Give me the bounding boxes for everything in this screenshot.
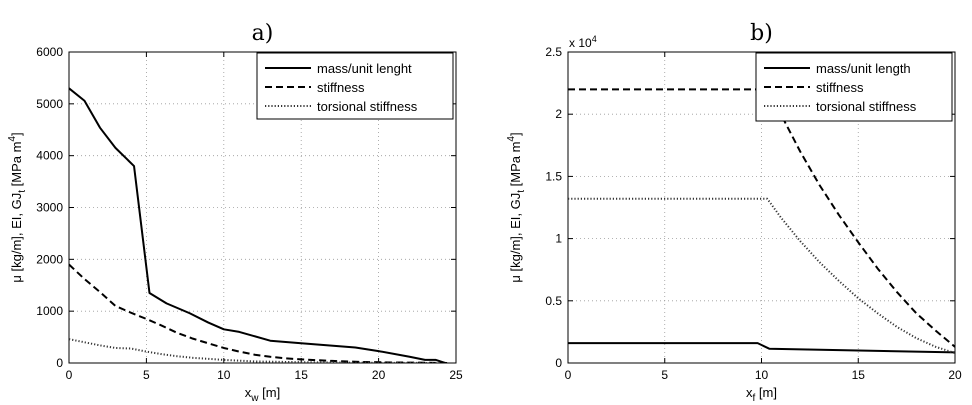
x-tick-label: 20 (372, 368, 386, 382)
x-tick-label: 5 (661, 368, 668, 382)
y-tick-label: 0 (555, 356, 562, 370)
legend-label: torsional stiffness (317, 99, 418, 114)
x-axis-label: xf [m] (746, 385, 777, 404)
y-multiplier: x 104 (569, 34, 597, 50)
y-tick-label: 0 (56, 356, 63, 370)
panel-title: a) (252, 21, 274, 46)
y-tick-label: 0.5 (545, 294, 562, 308)
y-tick-label: 1000 (36, 304, 63, 318)
x-tick-label: 10 (217, 368, 231, 382)
x-tick-label: 25 (449, 368, 463, 382)
x-axis-label: xw [m] (245, 385, 280, 404)
legend-label: stiffness (816, 80, 864, 95)
panel-title: b) (750, 21, 773, 46)
y-axis-label: μ [kg/m], EI, GJt [MPa m4] (7, 132, 28, 282)
x-tick-label: 0 (565, 368, 572, 382)
series-line-dotted (568, 197, 955, 355)
series-line-dotted (69, 338, 441, 363)
x-tick-label: 10 (755, 368, 769, 382)
panel-a: 0 5 10 15 20 25 0 1000 2000 3000 4000 5000 6000 mass/… (7, 21, 463, 404)
y-tick-label: 2 (555, 107, 562, 121)
legend-label: mass/unit lenght (317, 61, 412, 76)
y-tick-label: 2000 (36, 252, 63, 266)
legend: mass/unit lenght stiffness torsional stiff… (256, 52, 454, 120)
axes-frame (567, 51, 956, 364)
series-line-solid (568, 342, 955, 354)
x-tick-label: 15 (295, 368, 309, 382)
x-tick-label: 15 (852, 368, 866, 382)
legend-label: stiffness (317, 80, 365, 95)
y-tick-label: 1 (555, 232, 562, 246)
y-tick-label: 3000 (36, 201, 63, 215)
axes-frame (68, 51, 457, 364)
series-line-solid (69, 87, 446, 363)
y-tick-label: 5000 (36, 97, 63, 111)
x-tick-label: 0 (66, 368, 73, 382)
legend-label: torsional stiffness (816, 99, 917, 114)
series-group (69, 87, 449, 363)
y-axis-label: μ [kg/m], EI, GJt [MPa m4] (506, 132, 527, 282)
y-tick-label: 2.5 (545, 45, 562, 59)
x-tick-label: 5 (143, 368, 150, 382)
x-tick-label: 20 (948, 368, 962, 382)
y-tick-label: 6000 (36, 45, 63, 59)
legend-label: mass/unit length (816, 61, 911, 76)
legend: mass/unit length stiffness torsional stiff… (755, 52, 953, 122)
panel-b: 0 5 10 15 20 0 0.5 1 1.5 2 2.5 x 104 mass/unit lengt… (506, 21, 962, 404)
y-tick-label: 4000 (36, 149, 63, 163)
y-tick-label: 1.5 (545, 169, 562, 183)
